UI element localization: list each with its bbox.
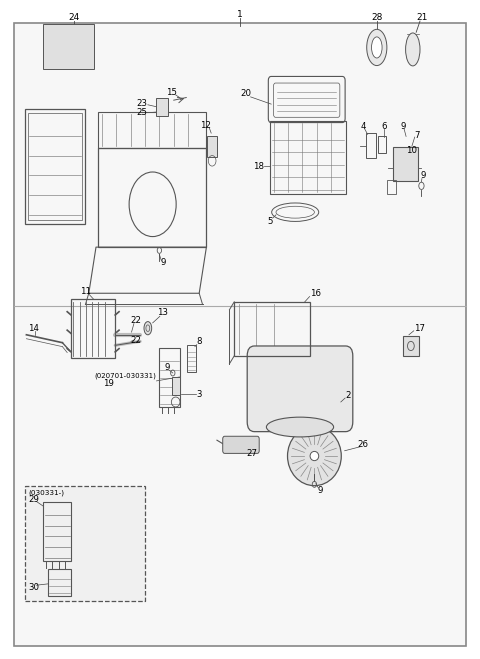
Text: 24: 24	[69, 13, 80, 22]
Bar	[387, 180, 396, 194]
Text: 29: 29	[29, 495, 40, 504]
Ellipse shape	[288, 426, 341, 486]
Text: (030331-): (030331-)	[29, 490, 65, 496]
Text: 22: 22	[130, 316, 141, 325]
Bar	[393, 147, 418, 181]
Text: 12: 12	[200, 121, 211, 130]
Bar	[378, 136, 386, 153]
Bar	[71, 299, 115, 358]
Bar	[403, 336, 419, 356]
Text: 9: 9	[400, 122, 406, 131]
Text: 16: 16	[311, 289, 321, 299]
Text: 9: 9	[160, 258, 166, 268]
Bar	[270, 121, 346, 194]
Text: 14: 14	[28, 324, 39, 333]
Text: 30: 30	[29, 583, 40, 592]
Text: 23: 23	[137, 99, 148, 108]
Text: 20: 20	[241, 89, 252, 98]
Text: 15: 15	[167, 88, 177, 97]
Text: 3: 3	[196, 389, 202, 399]
Text: 17: 17	[414, 324, 425, 333]
Text: 5: 5	[267, 217, 273, 226]
Bar	[207, 136, 217, 157]
Text: (020701-030331): (020701-030331)	[94, 372, 156, 379]
Ellipse shape	[144, 322, 152, 335]
Bar	[28, 113, 82, 220]
Text: 11: 11	[80, 287, 91, 296]
Text: 19: 19	[103, 379, 114, 388]
Text: 1: 1	[237, 10, 243, 19]
Text: 6: 6	[381, 122, 387, 131]
Bar	[234, 302, 310, 356]
Bar	[172, 377, 180, 395]
Bar	[25, 486, 145, 601]
FancyBboxPatch shape	[223, 436, 259, 453]
FancyBboxPatch shape	[247, 346, 353, 432]
Bar	[43, 502, 71, 561]
Ellipse shape	[372, 37, 382, 58]
Bar	[366, 133, 376, 158]
Text: 13: 13	[157, 308, 168, 317]
Text: 21: 21	[417, 13, 428, 22]
Ellipse shape	[310, 451, 319, 461]
Ellipse shape	[406, 33, 420, 66]
Text: 9: 9	[318, 486, 324, 495]
Text: 22: 22	[130, 335, 141, 345]
Text: 7: 7	[414, 130, 420, 140]
Bar	[48, 569, 71, 596]
Bar	[25, 109, 85, 224]
Text: 26: 26	[358, 440, 368, 449]
Ellipse shape	[266, 417, 334, 437]
Text: 2: 2	[346, 391, 351, 400]
Text: 28: 28	[371, 13, 383, 22]
Text: 10: 10	[407, 146, 417, 155]
Ellipse shape	[367, 29, 387, 65]
Text: 4: 4	[360, 122, 366, 131]
Text: 27: 27	[246, 449, 257, 458]
Text: 9: 9	[420, 171, 426, 181]
Bar	[159, 348, 180, 407]
Text: 25: 25	[137, 108, 148, 117]
Bar	[156, 98, 168, 116]
Text: 8: 8	[196, 337, 202, 346]
Bar	[43, 24, 94, 69]
Text: 18: 18	[253, 161, 264, 171]
Bar	[187, 345, 196, 372]
Text: 9: 9	[164, 362, 170, 372]
Bar	[98, 112, 206, 148]
Bar	[98, 148, 206, 247]
